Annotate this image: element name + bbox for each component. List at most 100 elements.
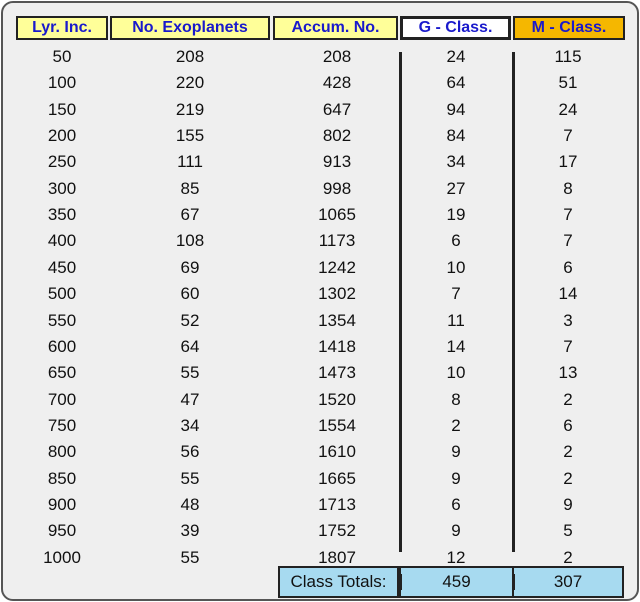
footer-divider (399, 574, 402, 590)
cell: 11 (447, 310, 465, 330)
cell: 14 (446, 336, 466, 356)
cell: 1554 (318, 415, 356, 435)
cell: 52 (180, 310, 200, 330)
cell: 800 (47, 442, 77, 462)
cell: 700 (47, 389, 77, 409)
cell: 64 (180, 336, 200, 356)
cell: 500 (47, 284, 77, 304)
cell: 67 (180, 205, 200, 225)
cell: 55 (180, 363, 200, 383)
cell: 10 (446, 363, 466, 383)
cell: 650 (47, 363, 77, 383)
cell: 60 (180, 284, 200, 304)
cell: 6 (451, 231, 461, 251)
header-cell: No. Exoplanets (110, 16, 270, 40)
cell: 1807 (318, 547, 356, 567)
cell: 5 (563, 521, 573, 541)
cell: 8 (563, 178, 573, 198)
cell: 64 (446, 73, 466, 93)
cell: 600 (47, 336, 77, 356)
cell: 9 (451, 442, 461, 462)
cell: 48 (180, 494, 200, 514)
cell: 400 (47, 231, 77, 251)
cell: 155 (175, 126, 205, 146)
cell: 1665 (318, 468, 356, 488)
cell: 10 (446, 257, 466, 277)
cell: 1302 (318, 284, 356, 304)
cell: 2 (451, 415, 461, 435)
cell: 250 (47, 152, 77, 172)
cell: 85 (180, 178, 200, 198)
header-cell: G - Class. (400, 16, 511, 40)
cell: 9 (451, 521, 461, 541)
cell: 1242 (318, 257, 356, 277)
cell: 2 (563, 442, 573, 462)
cell: 6 (451, 494, 461, 514)
cell: 13 (558, 363, 578, 383)
cell: 1065 (318, 205, 356, 225)
cell: 14 (558, 284, 578, 304)
cell: 69 (180, 257, 200, 277)
cell: 450 (47, 257, 77, 277)
cell: 24 (558, 99, 578, 119)
cell: 802 (322, 126, 352, 146)
cell: 208 (175, 47, 205, 66)
cell: 220 (175, 73, 205, 93)
g-total: 459 (399, 566, 514, 598)
cell: 2 (563, 468, 573, 488)
column-divider (512, 52, 515, 552)
cell: 1610 (318, 442, 356, 462)
cell: 55 (180, 547, 200, 567)
header-cell: Accum. No. (273, 16, 398, 40)
cell: 27 (446, 178, 466, 198)
cell: 428 (322, 73, 352, 93)
cell: 350 (47, 205, 77, 225)
cell: 34 (180, 415, 200, 435)
cell: 7 (451, 284, 461, 304)
cell: 115 (554, 47, 582, 66)
cell: 24 (446, 47, 466, 66)
cell: 7 (563, 126, 573, 146)
cell: 200 (47, 126, 77, 146)
m-total: 307 (512, 566, 624, 598)
cell: 7 (563, 231, 573, 251)
cell: 208 (322, 47, 352, 66)
cell: 108 (175, 231, 205, 251)
cell: 1520 (318, 389, 356, 409)
cell: 6 (563, 257, 573, 277)
cell: 9 (563, 494, 573, 514)
cell: 12 (446, 547, 466, 567)
cell: 1000 (43, 547, 81, 567)
cell: 950 (47, 521, 77, 541)
cell: 900 (47, 494, 77, 514)
cell: 300 (47, 178, 77, 198)
cell: 1713 (318, 494, 356, 514)
cell: 100 (47, 73, 77, 93)
cell: 219 (175, 99, 205, 119)
footer-divider (512, 574, 515, 590)
cell: 2 (563, 389, 573, 409)
cell: 7 (563, 205, 573, 225)
cell: 850 (47, 468, 77, 488)
column-divider (399, 52, 402, 552)
cell: 7 (563, 336, 573, 356)
cell: 50 (52, 47, 72, 66)
cell: 2 (563, 547, 573, 567)
footer-label: Class Totals: (278, 566, 399, 598)
header-cell: Lyr. Inc. (16, 16, 108, 40)
cell: 913 (322, 152, 352, 172)
cell: 19 (446, 205, 466, 225)
cell: 1473 (318, 363, 356, 383)
cell: 1418 (318, 336, 356, 356)
cell: 55 (180, 468, 200, 488)
cell: 750 (47, 415, 77, 435)
cell: 150 (47, 99, 77, 119)
cell: 1354 (318, 310, 356, 330)
cell: 647 (322, 99, 352, 119)
cell: 111 (177, 152, 203, 172)
cell: 550 (47, 310, 77, 330)
cell: 34 (446, 152, 466, 172)
cell: 9 (451, 468, 461, 488)
cell: 6 (563, 415, 573, 435)
